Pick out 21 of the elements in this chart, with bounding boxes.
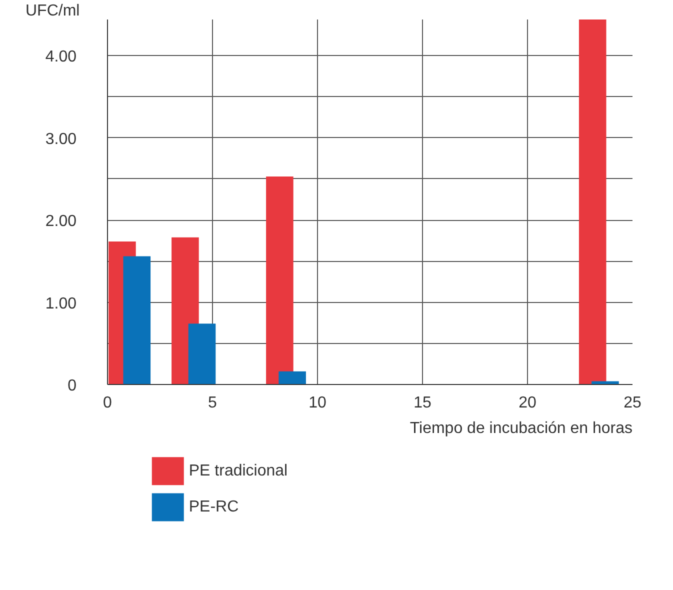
x-tick-label: 15 — [414, 394, 432, 412]
legend-label: PE tradicional — [188, 462, 288, 480]
bar — [578, 20, 606, 384]
x-tick-label: 0 — [103, 394, 112, 412]
bar — [592, 381, 619, 384]
bar — [188, 324, 216, 384]
y-tick-label: 3.00 — [45, 130, 77, 148]
y-axis-title: UFC/ml — [26, 2, 80, 20]
y-tick-label: 0 — [68, 378, 77, 394]
bar — [278, 371, 306, 384]
x-tick-label: 5 — [208, 394, 218, 412]
bar — [123, 256, 151, 384]
x-tick-label: 20 — [518, 394, 536, 412]
legend-label: PE-RC — [188, 498, 239, 516]
bar — [266, 176, 294, 384]
x-axis-title: Tiempo de incubación en horas — [410, 420, 632, 437]
x-tick-label: 10 — [308, 394, 326, 412]
y-tick-label: 4.00 — [45, 48, 77, 66]
x-tick-label: 25 — [624, 394, 642, 412]
y-tick-label: 1.00 — [45, 295, 77, 312]
y-tick-label: 2.00 — [45, 213, 77, 230]
